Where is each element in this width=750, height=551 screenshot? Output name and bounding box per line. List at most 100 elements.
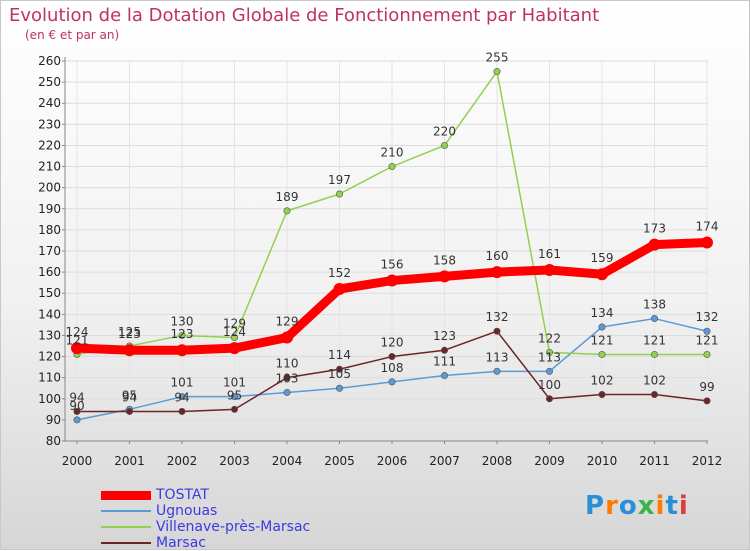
proxiti-logo: Proxiti bbox=[585, 491, 689, 521]
x-tick-label: 2008 bbox=[482, 454, 513, 468]
point-marsac bbox=[73, 407, 81, 415]
point-tostat bbox=[596, 268, 608, 281]
point-ugnouas bbox=[440, 372, 448, 380]
legend-label: Ugnouas bbox=[156, 503, 218, 519]
logo-letter: o bbox=[618, 491, 638, 521]
y-tick-label: 250 bbox=[38, 75, 61, 89]
data-label-tostat: 156 bbox=[381, 258, 404, 272]
data-label-marsac: 114 bbox=[328, 348, 351, 362]
point-tostat bbox=[123, 344, 136, 357]
data-label-tostat: 174 bbox=[696, 220, 719, 234]
point-villenave-pr-s-marsac bbox=[440, 141, 448, 149]
data-label-tostat: 158 bbox=[433, 253, 456, 267]
y-tick-label: 130 bbox=[38, 328, 61, 342]
point-tostat bbox=[333, 283, 346, 295]
point-marsac bbox=[703, 397, 711, 405]
point-tostat bbox=[228, 342, 241, 355]
x-tick-label: 2003 bbox=[219, 454, 250, 468]
y-tick-label: 260 bbox=[38, 54, 61, 68]
y-tick-label: 150 bbox=[38, 286, 61, 300]
y-tick-label: 160 bbox=[38, 265, 61, 279]
chart-subtitle: (en € et par an) bbox=[25, 28, 120, 42]
data-label-ugnouas: 111 bbox=[433, 355, 456, 369]
data-label-marsac: 102 bbox=[591, 374, 614, 388]
x-tick-label: 2005 bbox=[324, 454, 355, 468]
legend-swatch bbox=[101, 510, 151, 512]
x-tick-label: 2010 bbox=[587, 454, 618, 468]
point-tostat bbox=[648, 238, 661, 251]
point-marsac bbox=[650, 391, 658, 399]
point-ugnouas bbox=[598, 323, 606, 331]
data-label-ugnouas: 113 bbox=[486, 350, 509, 364]
point-tostat bbox=[701, 236, 713, 249]
data-label-marsac: 99 bbox=[699, 380, 714, 394]
point-marsac bbox=[388, 353, 396, 361]
data-label-villenave-pr-s-marsac: 255 bbox=[486, 51, 509, 65]
data-label-tostat: 123 bbox=[118, 327, 141, 341]
legend-item: Marsac bbox=[101, 535, 310, 551]
logo-letter: i bbox=[678, 491, 689, 521]
data-label-villenave-pr-s-marsac: 189 bbox=[276, 190, 299, 204]
point-villenave-pr-s-marsac bbox=[703, 350, 711, 358]
point-villenave-pr-s-marsac bbox=[231, 334, 239, 342]
data-label-villenave-pr-s-marsac: 121 bbox=[696, 333, 719, 347]
point-tostat bbox=[71, 342, 83, 355]
point-villenave-pr-s-marsac bbox=[178, 331, 186, 339]
point-villenave-pr-s-marsac bbox=[493, 68, 501, 76]
point-ugnouas bbox=[493, 367, 501, 375]
data-label-marsac: 120 bbox=[381, 336, 404, 350]
data-label-ugnouas: 95 bbox=[122, 388, 137, 402]
x-tick-label: 2009 bbox=[534, 454, 565, 468]
x-tick-label: 2007 bbox=[429, 454, 460, 468]
legend-label: TOSTAT bbox=[156, 487, 209, 503]
data-label-ugnouas: 138 bbox=[643, 298, 666, 312]
data-label-tostat: 159 bbox=[591, 251, 614, 265]
point-villenave-pr-s-marsac bbox=[545, 348, 553, 356]
point-tostat bbox=[176, 344, 188, 357]
data-label-villenave-pr-s-marsac: 130 bbox=[171, 314, 194, 328]
y-tick-label: 120 bbox=[38, 350, 61, 364]
point-tostat bbox=[386, 274, 398, 287]
x-tick-label: 2000 bbox=[62, 454, 93, 468]
y-tick-label: 230 bbox=[38, 117, 61, 131]
y-tick-label: 190 bbox=[38, 202, 61, 216]
data-label-villenave-pr-s-marsac: 129 bbox=[223, 317, 246, 331]
data-label-ugnouas: 108 bbox=[381, 361, 404, 375]
data-label-ugnouas: 132 bbox=[696, 310, 719, 324]
point-villenave-pr-s-marsac bbox=[388, 163, 396, 171]
point-tostat bbox=[438, 270, 451, 283]
y-tick-label: 100 bbox=[38, 392, 61, 406]
data-label-ugnouas: 103 bbox=[276, 371, 299, 385]
point-ugnouas bbox=[703, 327, 711, 335]
point-tostat bbox=[281, 331, 293, 344]
x-tick-label: 2006 bbox=[377, 454, 408, 468]
data-label-tostat: 124 bbox=[66, 325, 89, 339]
y-tick-label: 110 bbox=[38, 371, 61, 385]
data-label-ugnouas: 105 bbox=[328, 367, 351, 381]
point-marsac bbox=[440, 346, 448, 354]
data-label-marsac: 102 bbox=[643, 374, 666, 388]
point-marsac bbox=[126, 407, 134, 415]
x-tick-label: 2011 bbox=[639, 454, 670, 468]
legend-swatch bbox=[101, 490, 151, 500]
data-label-villenave-pr-s-marsac: 210 bbox=[381, 146, 404, 160]
point-marsac bbox=[545, 395, 553, 403]
data-label-villenave-pr-s-marsac: 121 bbox=[591, 333, 614, 347]
point-marsac bbox=[178, 407, 186, 415]
point-marsac bbox=[231, 405, 239, 413]
y-tick-label: 240 bbox=[38, 96, 61, 110]
data-label-tostat: 173 bbox=[643, 222, 666, 236]
y-tick-label: 90 bbox=[46, 413, 61, 427]
data-label-villenave-pr-s-marsac: 121 bbox=[643, 333, 666, 347]
data-label-marsac: 94 bbox=[174, 390, 189, 404]
data-label-villenave-pr-s-marsac: 122 bbox=[538, 331, 561, 345]
legend-item: Villenave-près-Marsac bbox=[101, 519, 310, 535]
point-ugnouas bbox=[545, 367, 553, 375]
x-tick-label: 2004 bbox=[272, 454, 303, 468]
point-villenave-pr-s-marsac bbox=[335, 190, 343, 198]
point-ugnouas bbox=[231, 393, 239, 401]
point-ugnouas bbox=[335, 384, 343, 392]
data-label-villenave-pr-s-marsac: 121 bbox=[66, 333, 89, 347]
data-label-tostat: 124 bbox=[223, 325, 246, 339]
